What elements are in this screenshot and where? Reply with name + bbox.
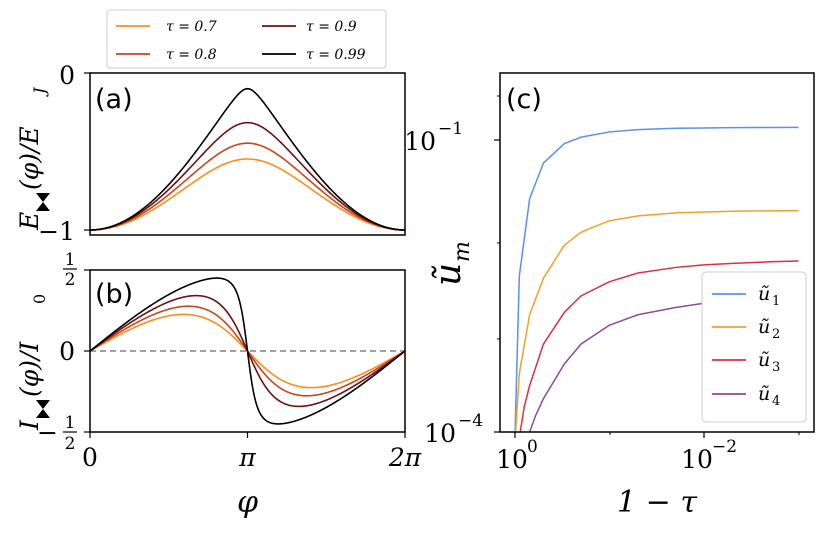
panel-b: (b) 1 2 0 − 1 2 0 π 2π φ I (φ)/ <box>15 250 422 520</box>
panel-c-ylabel: ũ m <box>428 241 475 286</box>
legend-c-sub: 4 <box>772 394 780 409</box>
tick-base: 10 <box>681 445 713 474</box>
legend-c-label: ũ <box>758 316 770 338</box>
panel-b-ytick-label-mid: 0 <box>59 337 75 366</box>
panel-c-frame <box>499 72 815 433</box>
legend-label-2: τ = 0.9 <box>306 19 357 35</box>
panel-a-series <box>89 87 406 231</box>
panel-c-ylabel-sub: m <box>450 241 475 262</box>
panel-a-ylabel-prefix: E <box>15 212 44 231</box>
legend-c-label: ũ <box>758 349 770 371</box>
panel-a-ylabel-suffix: (φ)/E <box>15 126 44 190</box>
legend-label-0: τ = 0.7 <box>166 19 217 35</box>
legend-c-entry-0: ũ 1 <box>712 283 780 309</box>
panel-a: (a) 0 −1 E (φ)/E J <box>15 61 406 246</box>
legend-c-box <box>701 271 807 423</box>
tick-base: 10 <box>404 127 436 156</box>
legend-c-entry-3: ũ 4 <box>712 383 780 409</box>
legend-c-entry-1: ũ 2 <box>712 316 780 342</box>
panel-b-ylabel: I (φ)/I 0 <box>15 294 50 431</box>
panel-c-xlabel: 1 − τ <box>617 485 697 520</box>
panel-b-series <box>89 277 406 425</box>
panel-b-label: (b) <box>95 279 133 310</box>
minus-sign: − <box>37 418 58 447</box>
panel-c-xtick-label-1: 10 −2 <box>681 437 737 474</box>
legend-ab: τ = 0.7 τ = 0.8 τ = 0.9 τ = 0.99 <box>106 9 387 69</box>
legend-c-sub: 2 <box>772 327 780 342</box>
legend-label-3: τ = 0.99 <box>306 47 366 63</box>
panel-a-junction-icon <box>36 193 50 211</box>
panel-c-xtick-label-0: 10 0 <box>496 437 538 474</box>
panel-a-frame <box>89 72 406 236</box>
panel-b-xtick-label-2: 2π <box>388 443 422 472</box>
panel-b-line-3 <box>89 277 406 425</box>
tick-base: 10 <box>424 419 456 448</box>
panel-a-ytick-label-1: −1 <box>38 217 75 246</box>
frac-den: 2 <box>65 270 76 290</box>
panel-a-ylabel-sub: J <box>30 86 49 97</box>
panel-c-line-2 <box>519 260 799 433</box>
tick-base: 10 <box>496 445 528 474</box>
panel-a-ylabel: E (φ)/E J <box>15 86 50 231</box>
tick-exp: −1 <box>438 119 463 139</box>
legend-label-1: τ = 0.8 <box>166 47 217 63</box>
legend-c-entry-2: ũ 3 <box>712 349 780 375</box>
panel-c-label: (c) <box>506 84 542 115</box>
tick-exp: −4 <box>458 411 483 431</box>
panel-c-line-0 <box>514 126 799 432</box>
legend-c-sub: 1 <box>772 294 780 309</box>
panel-b-junction-icon <box>36 400 50 418</box>
panel-b-ytick-label-top: 1 2 <box>63 250 77 290</box>
tick-exp: −2 <box>712 437 737 457</box>
tick-exp: 0 <box>527 437 538 457</box>
panel-c-line-1 <box>514 209 799 432</box>
legend-c-sub: 3 <box>772 360 780 375</box>
panel-a-line-2 <box>89 121 406 231</box>
legend-c-label: ũ <box>758 283 770 305</box>
panel-c-ytick-label-1: 10 −4 <box>424 411 483 448</box>
panel-b-ylabel-suffix: (φ)/I <box>15 341 44 397</box>
panel-b-ylabel-prefix: I <box>15 419 44 431</box>
panel-a-line-0 <box>89 158 406 231</box>
panel-a-label: (a) <box>95 84 133 115</box>
panel-c-ylabel-main: ũ <box>428 263 469 286</box>
panel-a-ytick-label-0: 0 <box>59 61 75 90</box>
panel-c-ytick-label-0: 10 −1 <box>404 119 463 156</box>
frac-num: 1 <box>65 250 76 270</box>
legend-box <box>106 9 387 69</box>
panel-b-ylabel-sub: 0 <box>30 294 49 304</box>
panel-b-ytick-label-bottom: − 1 2 <box>37 413 77 454</box>
frac-den: 2 <box>65 434 76 454</box>
frac-num: 1 <box>65 413 76 433</box>
panel-c: (c) 10 −1 10 −4 10 0 10 −2 1 − τ ũ <box>404 72 815 520</box>
legend-c: ũ 1 ũ 2 ũ 3 ũ 4 <box>701 271 807 423</box>
panel-b-xtick-label-1: π <box>238 443 256 472</box>
panel-b-xtick-label-0: 0 <box>82 443 98 472</box>
legend-c-label: ũ <box>758 383 770 405</box>
panel-a-line-3 <box>89 87 406 231</box>
panel-b-xlabel: φ <box>237 485 258 520</box>
panel-a-line-1 <box>89 142 406 231</box>
